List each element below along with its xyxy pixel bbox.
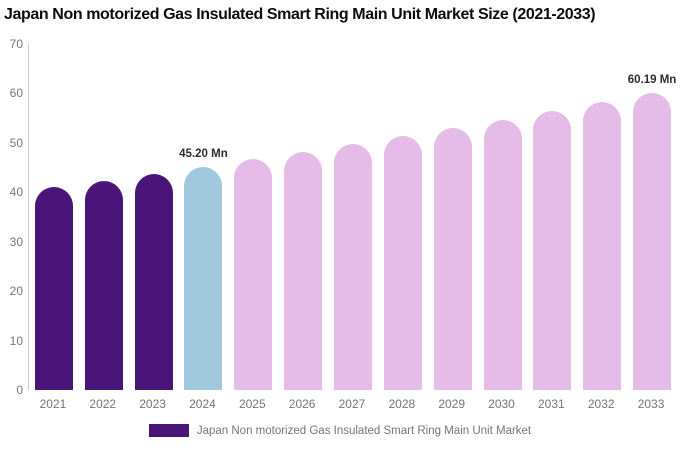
bar-column-2031 <box>527 44 577 390</box>
bar-column-2028 <box>378 44 428 390</box>
y-axis-tick-label: 10 <box>9 333 23 348</box>
x-axis-label-2028: 2028 <box>388 397 416 411</box>
x-axis-label-2033: 2033 <box>637 397 665 411</box>
bar-2032 <box>583 101 622 390</box>
bar-column-2030 <box>478 44 528 390</box>
y-axis-tick-label: 0 <box>16 383 23 397</box>
x-axis-label-2027: 2027 <box>338 397 366 411</box>
bar-column-2027 <box>328 44 378 390</box>
plot-area: 45.20 Mn 60.19 Mn <box>28 44 677 390</box>
bar-value-label-2024: 45.20 Mn <box>179 147 228 160</box>
y-axis-tick-label: 70 <box>9 37 23 51</box>
x-axis-label-2031: 2031 <box>538 397 565 411</box>
bar-2026 <box>284 151 323 390</box>
x-axis-label-2029: 2029 <box>438 397 466 411</box>
bar-2028 <box>383 136 422 390</box>
y-axis-tick-label: 50 <box>9 135 23 150</box>
bar-2029 <box>433 128 472 390</box>
x-axis-label-2021: 2021 <box>39 397 67 411</box>
x-axis-label-2032: 2032 <box>587 397 615 411</box>
y-axis: 0 10 20 30 40 50 60 70 <box>0 0 24 450</box>
x-axis-label-2030: 2030 <box>488 397 515 411</box>
bar-column-2022 <box>79 44 129 390</box>
bar-2030 <box>483 119 522 390</box>
legend-swatch <box>148 424 189 437</box>
bar-2024 <box>184 166 223 390</box>
bar-column-2032 <box>577 44 627 390</box>
bar-2023 <box>134 174 173 390</box>
x-axis-label-2026: 2026 <box>288 397 316 411</box>
y-axis-tick-label: 40 <box>9 185 23 200</box>
bar-column-2033: 60.19 Mn <box>627 44 677 390</box>
bar-2033 <box>633 92 672 390</box>
bar-2021 <box>34 187 73 390</box>
bar-2025 <box>234 159 273 390</box>
x-axis-label-2023: 2023 <box>139 397 166 411</box>
bar-column-2029 <box>428 44 478 390</box>
bar-2022 <box>84 180 123 390</box>
bar-column-2023 <box>129 44 179 390</box>
x-axis-label-2024: 2024 <box>189 397 216 411</box>
x-axis-label-2022: 2022 <box>89 397 117 411</box>
y-axis-tick-label: 30 <box>9 234 23 249</box>
bar-2027 <box>333 144 372 390</box>
legend-label: Japan Non motorized Gas Insulated Smart … <box>196 424 532 437</box>
bar-column-2024: 45.20 Mn <box>179 44 229 390</box>
y-axis-tick-label: 60 <box>9 86 23 101</box>
x-axis-label-2025: 2025 <box>238 397 266 411</box>
chart-title: Japan Non motorized Gas Insulated Smart … <box>4 6 596 23</box>
x-axis: 2021 2022 2023 2024 2025 2026 2027 2028 2029 2030… <box>28 397 676 411</box>
bar-column-2025 <box>228 44 278 390</box>
bar-2031 <box>533 110 572 390</box>
legend: Japan Non motorized Gas Insulated Smart … <box>0 424 680 437</box>
y-axis-tick-label: 20 <box>9 284 23 299</box>
bar-column-2021 <box>29 44 79 390</box>
bar-value-label-2033: 60.19 Mn <box>627 73 677 86</box>
bar-column-2026 <box>278 44 328 390</box>
